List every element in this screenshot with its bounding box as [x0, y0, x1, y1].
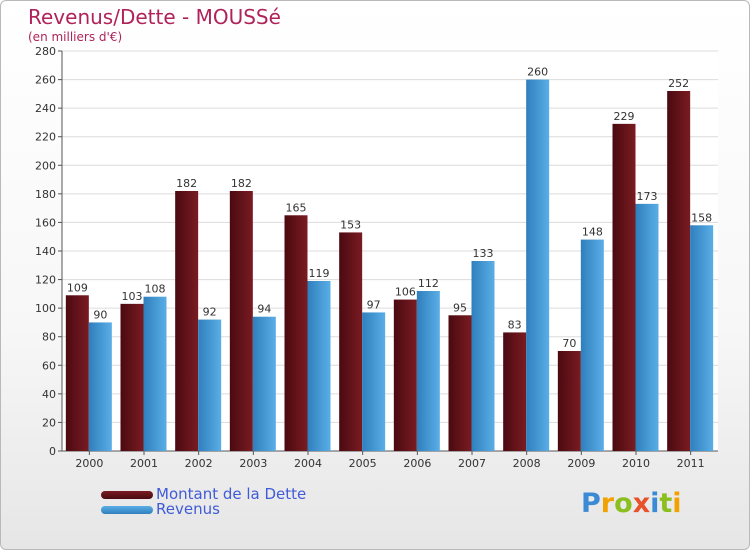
- bar-debt-2000: [65, 295, 89, 451]
- chart-subtitle: (en milliers d'€): [28, 30, 123, 44]
- logo-letter-3: x: [632, 488, 651, 519]
- data-label-revenue-2006: 112: [418, 277, 439, 290]
- x-tick-label-2001: 2001: [130, 457, 158, 470]
- y-tick-label-0: 0: [49, 445, 56, 458]
- legend-swatch-revenue: [101, 506, 153, 514]
- data-label-revenue-2003: 94: [257, 303, 271, 316]
- x-tick-label-2009: 2009: [567, 457, 595, 470]
- bar-revenue-2009: [580, 239, 604, 451]
- y-tick-label-260: 260: [35, 74, 56, 87]
- data-label-debt-2002: 182: [176, 177, 197, 190]
- logo-letter-4: i: [650, 488, 660, 519]
- bar-debt-2009: [557, 351, 581, 451]
- data-label-revenue-2008: 260: [527, 66, 548, 79]
- data-label-revenue-2001: 108: [145, 283, 166, 296]
- data-label-revenue-2010: 173: [637, 190, 658, 203]
- chart-title: Revenus/Dette - MOUSSé: [28, 5, 281, 29]
- data-label-revenue-2007: 133: [473, 247, 494, 260]
- bar-revenue-2003: [252, 316, 276, 451]
- legend-label-debt: Montant de la Dette: [156, 485, 307, 503]
- y-tick-label-200: 200: [35, 159, 56, 172]
- x-tick-label-2005: 2005: [349, 457, 377, 470]
- data-label-debt-2006: 106: [395, 286, 416, 299]
- logo-letter-2: o: [614, 488, 633, 519]
- bar-debt-2003: [229, 191, 253, 451]
- y-tick-label-220: 220: [35, 131, 56, 144]
- data-label-debt-2007: 95: [453, 301, 467, 314]
- y-tick-label-40: 40: [42, 388, 56, 401]
- data-label-debt-2000: 109: [67, 281, 88, 294]
- x-tick-label-2002: 2002: [185, 457, 213, 470]
- y-tick-label-100: 100: [35, 302, 56, 315]
- data-label-revenue-2000: 90: [93, 308, 107, 321]
- data-label-debt-2009: 70: [562, 337, 576, 350]
- bar-revenue-2007: [471, 261, 495, 451]
- x-tick-label-2007: 2007: [458, 457, 486, 470]
- bar-debt-2008: [503, 332, 527, 451]
- bar-revenue-2011: [690, 225, 714, 451]
- y-tick-label-80: 80: [42, 331, 56, 344]
- bar-debt-2007: [448, 315, 472, 451]
- logo-letter-1: r: [600, 488, 615, 519]
- data-label-revenue-2011: 158: [691, 211, 712, 224]
- bar-revenue-2001: [143, 296, 167, 451]
- data-label-debt-2008: 83: [508, 318, 522, 331]
- logo-letter-6: i: [672, 488, 682, 519]
- y-tick-label-20: 20: [42, 416, 56, 429]
- bar-revenue-2002: [198, 319, 222, 451]
- logo-letter-5: t: [659, 488, 673, 519]
- data-label-debt-2004: 165: [286, 201, 307, 214]
- y-tick-label-60: 60: [42, 359, 56, 372]
- logo-letter-0: P: [581, 488, 601, 519]
- legend-label-revenue: Revenus: [156, 500, 220, 518]
- data-label-debt-2011: 252: [668, 77, 689, 90]
- legend-swatch-debt: [101, 491, 153, 499]
- bar-revenue-2000: [88, 322, 112, 451]
- y-tick-label-160: 160: [35, 216, 56, 229]
- x-tick-label-2000: 2000: [75, 457, 103, 470]
- bar-debt-2011: [667, 91, 691, 451]
- bar-revenue-2010: [635, 203, 659, 451]
- bar-debt-2010: [612, 123, 636, 451]
- x-tick-label-2006: 2006: [403, 457, 431, 470]
- data-label-revenue-2004: 119: [309, 267, 330, 280]
- bar-debt-2006: [393, 299, 417, 451]
- data-label-revenue-2005: 97: [367, 298, 381, 311]
- bar-revenue-2008: [526, 79, 550, 452]
- bar-revenue-2005: [362, 312, 386, 451]
- bar-debt-2002: [175, 191, 199, 451]
- x-tick-label-2011: 2011: [677, 457, 705, 470]
- data-label-debt-2010: 229: [614, 110, 635, 123]
- data-label-revenue-2002: 92: [203, 306, 217, 319]
- data-label-debt-2005: 153: [340, 218, 361, 231]
- bar-debt-2005: [339, 232, 363, 451]
- data-label-debt-2003: 182: [231, 177, 252, 190]
- proxiti-logo: Proxiti: [581, 488, 682, 519]
- x-tick-label-2010: 2010: [622, 457, 650, 470]
- y-tick-label-280: 280: [35, 45, 56, 58]
- bar-debt-2004: [284, 215, 308, 451]
- bar-debt-2001: [120, 303, 144, 451]
- bar-revenue-2004: [307, 281, 331, 451]
- x-tick-label-2004: 2004: [294, 457, 322, 470]
- y-tick-label-240: 240: [35, 102, 56, 115]
- bar-revenue-2006: [416, 291, 440, 451]
- data-label-debt-2001: 103: [122, 290, 143, 303]
- x-tick-label-2008: 2008: [513, 457, 541, 470]
- y-tick-label-140: 140: [35, 245, 56, 258]
- y-tick-label-180: 180: [35, 188, 56, 201]
- data-label-revenue-2009: 148: [582, 226, 603, 239]
- y-tick-label-120: 120: [35, 274, 56, 287]
- x-tick-label-2003: 2003: [239, 457, 267, 470]
